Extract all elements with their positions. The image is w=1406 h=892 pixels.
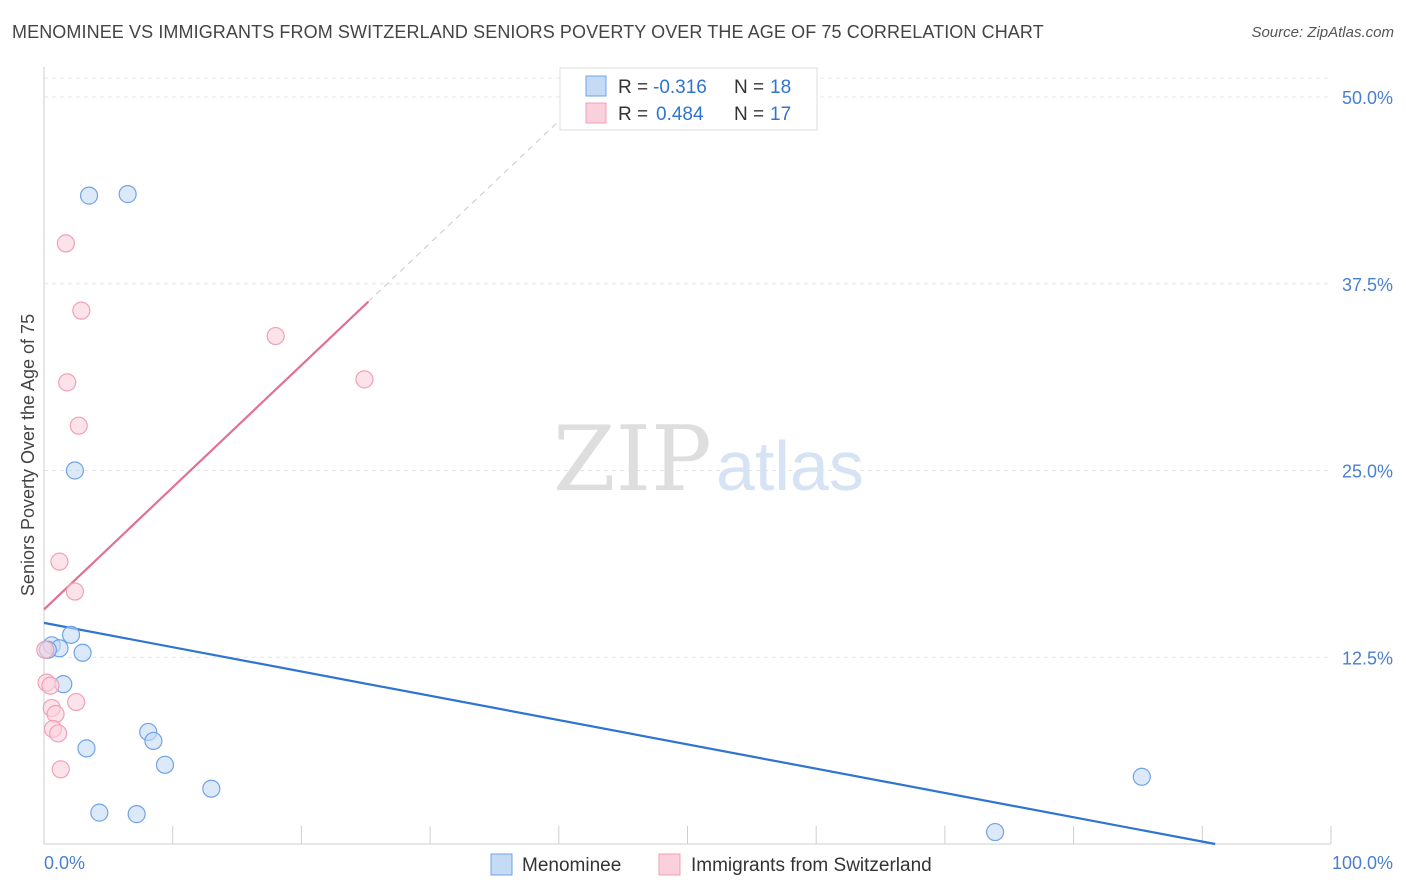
point-series1-5 [69,416,88,435]
point-series0-11 [155,755,175,774]
y-tick-label-2: 37.5% [1342,275,1393,295]
y-axis-title: Seniors Poverty Over the Age of 75 [18,314,38,596]
point-series1-1 [72,301,91,320]
stats-legend-swatch-menominee [585,75,607,97]
stats-r-value-switzerland: 0.484 [656,104,704,125]
point-series1-0 [56,234,75,253]
point-series0-3 [61,625,81,644]
point-series0-14 [127,805,146,824]
stats-n-value-menominee: 18 [770,77,791,98]
point-series1-8 [36,640,55,659]
legend-swatch-menominee [490,853,513,876]
stats-r-value-menominee: -0.316 [653,77,707,98]
y-tick-label-3: 50.0% [1342,88,1393,108]
stats-n-label-menominee: N = [734,77,764,98]
x-tick-label-max: 100.0% [1332,853,1393,873]
point-series1-13 [46,704,65,724]
axes-layer [43,67,1332,845]
y-tick-label-0: 12.5% [1342,648,1393,668]
point-series0-1 [118,185,137,204]
point-series1-4 [355,370,374,389]
legend-label-menominee: Menominee [522,855,621,876]
point-series0-0 [79,186,99,205]
stats-n-label-switzerland: N = [734,104,764,125]
stats-r-label-switzerland: R = [618,104,648,125]
point-series1-15 [49,724,68,743]
point-series0-16 [985,822,1005,842]
watermark: ZIP atlas [553,407,864,512]
stats-legend-swatch-switzerland [585,102,607,124]
stats-r-label-menominee: R = [618,77,648,98]
point-series0-13 [90,803,109,822]
watermark-atlas: atlas [716,427,864,505]
legend-label-switzerland: Immigrants from Switzerland [691,855,932,876]
point-series0-12 [202,779,221,798]
point-series1-7 [65,582,84,601]
point-series0-10 [77,739,96,758]
point-series1-11 [67,692,86,712]
stats-legend: R = -0.316 N = 18 R = 0.484 N = 17 [559,67,818,131]
stats-n-value-switzerland: 17 [770,104,791,125]
legend-swatch-switzerland [658,853,681,876]
trend-line-0 [43,621,1216,846]
point-series1-3 [58,373,77,392]
point-series1-2 [266,326,285,346]
grid-layer [44,77,1331,658]
chart-source: Source: ZipAtlas.com [1251,24,1394,41]
trend-extension-1 [367,114,566,303]
watermark-zip: ZIP [553,407,712,512]
y-tick-labels: 12.5% 25.0% 37.5% 50.0% [1342,88,1393,668]
point-series1-10 [41,676,60,695]
point-series0-15 [1132,767,1151,786]
trend-lines [43,114,1216,846]
bottom-legend: Menominee Immigrants from Switzerland [490,853,932,876]
trend-line-1 [43,300,370,611]
point-series1-6 [50,552,69,571]
point-series0-2 [65,461,84,480]
point-series0-6 [73,643,92,662]
point-series1-16 [51,760,70,779]
y-tick-label-1: 25.0% [1342,462,1393,482]
data-points [36,185,1151,842]
point-series0-9 [144,731,163,751]
x-tick-label-min: 0.0% [44,853,85,873]
chart-title: MENOMINEE VS IMMIGRANTS FROM SWITZERLAND… [12,22,1044,42]
